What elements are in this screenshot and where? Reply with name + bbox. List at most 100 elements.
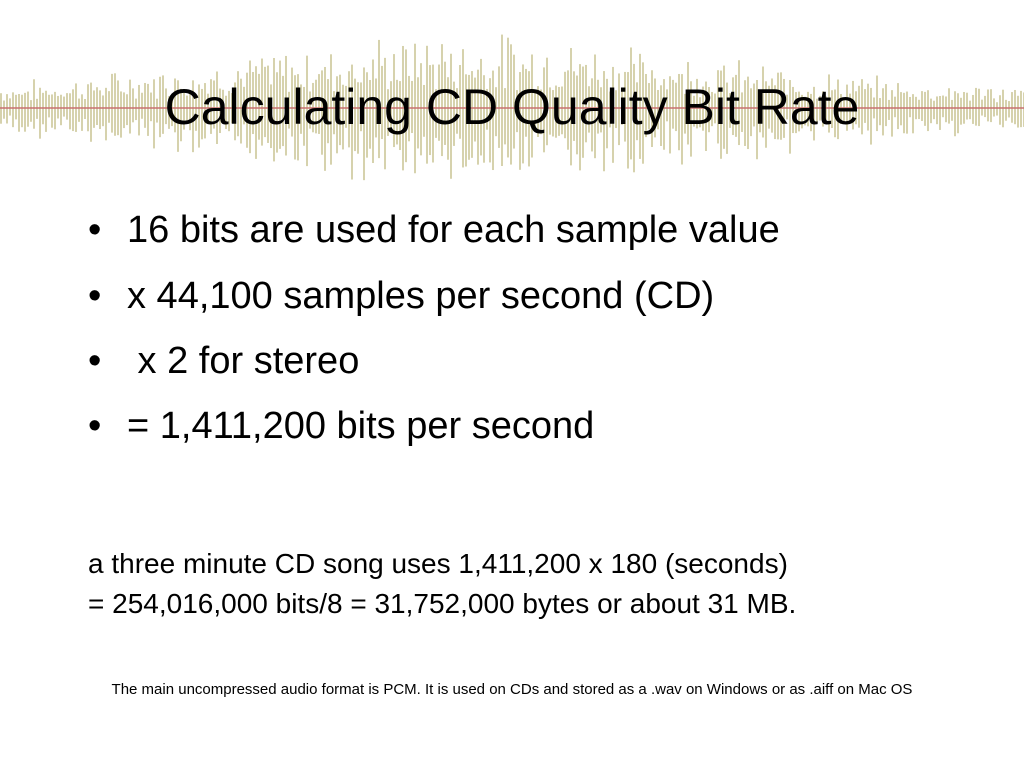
wave-bar (642, 62, 644, 164)
wave-bar (861, 79, 863, 135)
wave-bar (1008, 101, 1010, 118)
wave-bar (774, 85, 776, 140)
wave-bar (33, 79, 35, 129)
wave-bar (156, 98, 158, 123)
wave-bar (843, 99, 845, 122)
wave-bar (870, 87, 872, 145)
wave-bar (384, 57, 386, 170)
wave-bar (336, 76, 338, 154)
wave-bar (261, 58, 263, 146)
wave-bar (51, 94, 53, 128)
wave-bar (27, 91, 29, 127)
wave-bar (543, 67, 545, 153)
wave-bar (84, 99, 86, 119)
wave-bar (72, 89, 74, 132)
wave-bar (558, 86, 560, 136)
wave-bar (345, 85, 347, 128)
wave-bar (129, 79, 131, 134)
wave-bar (663, 79, 665, 150)
wave-bar (207, 93, 209, 121)
wave-bar (684, 93, 686, 134)
wave-bar (777, 72, 779, 140)
wave-bar (282, 75, 284, 147)
wave-bar (573, 71, 575, 141)
wave-bar (81, 94, 83, 131)
wave-bar (159, 76, 161, 138)
wave-bar (141, 92, 143, 119)
wave-bar (6, 94, 8, 124)
wave-bar (180, 88, 182, 142)
wave-bar (660, 85, 662, 146)
wave-bar (144, 82, 146, 128)
wave-bar (240, 78, 242, 144)
wave-bar (762, 66, 764, 138)
wave-bar (435, 89, 437, 138)
wave-bar (957, 93, 959, 134)
wave-bar (123, 92, 125, 129)
footnote: The main uncompressed audio format is PC… (111, 681, 913, 698)
wave-bar (378, 39, 380, 159)
wave-bar (849, 93, 851, 121)
wave-bar (432, 64, 434, 163)
wave-bar (210, 79, 212, 134)
wave-bar (9, 98, 11, 116)
wave-bar (351, 64, 353, 180)
wave-bar (291, 67, 293, 137)
wave-bar (483, 75, 485, 163)
wave-bar (732, 77, 734, 136)
wave-bar (225, 95, 227, 129)
wave-bar (945, 96, 947, 123)
wave-bar (564, 71, 566, 139)
wave-bar (165, 88, 167, 125)
wave-bar (246, 72, 248, 148)
wave-bar (387, 89, 389, 136)
wave-bar (555, 85, 557, 138)
wave-bar (366, 72, 368, 158)
wave-bar (591, 78, 593, 152)
wave-bar (633, 63, 635, 173)
wave-bar (294, 75, 296, 160)
example-line: a three minute CD song uses 1,411,200 x … (88, 548, 788, 579)
wave-bar (39, 87, 41, 139)
wave-bar (318, 74, 320, 134)
waveform-decoration (0, 34, 1024, 181)
wave-bar (456, 88, 458, 134)
wave-bar (522, 64, 524, 164)
wave-bar (750, 88, 752, 137)
wave-bar (597, 79, 599, 134)
wave-bar (465, 74, 467, 167)
wave-bar (675, 82, 677, 132)
wave-bar (672, 79, 674, 129)
wave-bar (990, 89, 992, 123)
wave-bar (168, 96, 170, 129)
wave-bar (474, 77, 476, 142)
wave-bar (411, 80, 413, 134)
wave-bar (744, 80, 746, 146)
wave-bar (306, 55, 308, 167)
wave-bar (621, 88, 623, 125)
wave-bar (681, 74, 683, 165)
wave-bar (690, 81, 692, 157)
wave-bar (273, 58, 275, 162)
wave-bar (381, 65, 383, 140)
wave-bar (285, 55, 287, 156)
wave-bar (183, 89, 185, 130)
wave-bar (603, 71, 605, 172)
wave-bar (63, 96, 65, 117)
wave-bar (60, 94, 62, 126)
wave-bar (951, 99, 953, 121)
wave-bar (90, 82, 92, 142)
wave-bar (810, 93, 812, 132)
wave-bar (102, 95, 104, 127)
wave-bar (93, 90, 95, 128)
wave-bar (228, 90, 230, 132)
wave-bar (78, 98, 80, 122)
wave-bar (363, 67, 365, 181)
wave-bar (705, 81, 707, 151)
wave-bar (105, 87, 107, 141)
wave-bar (645, 73, 647, 138)
wave-bar (396, 79, 398, 145)
wave-bar (594, 54, 596, 159)
wave-bar (24, 92, 26, 132)
wave-bar (918, 99, 920, 120)
